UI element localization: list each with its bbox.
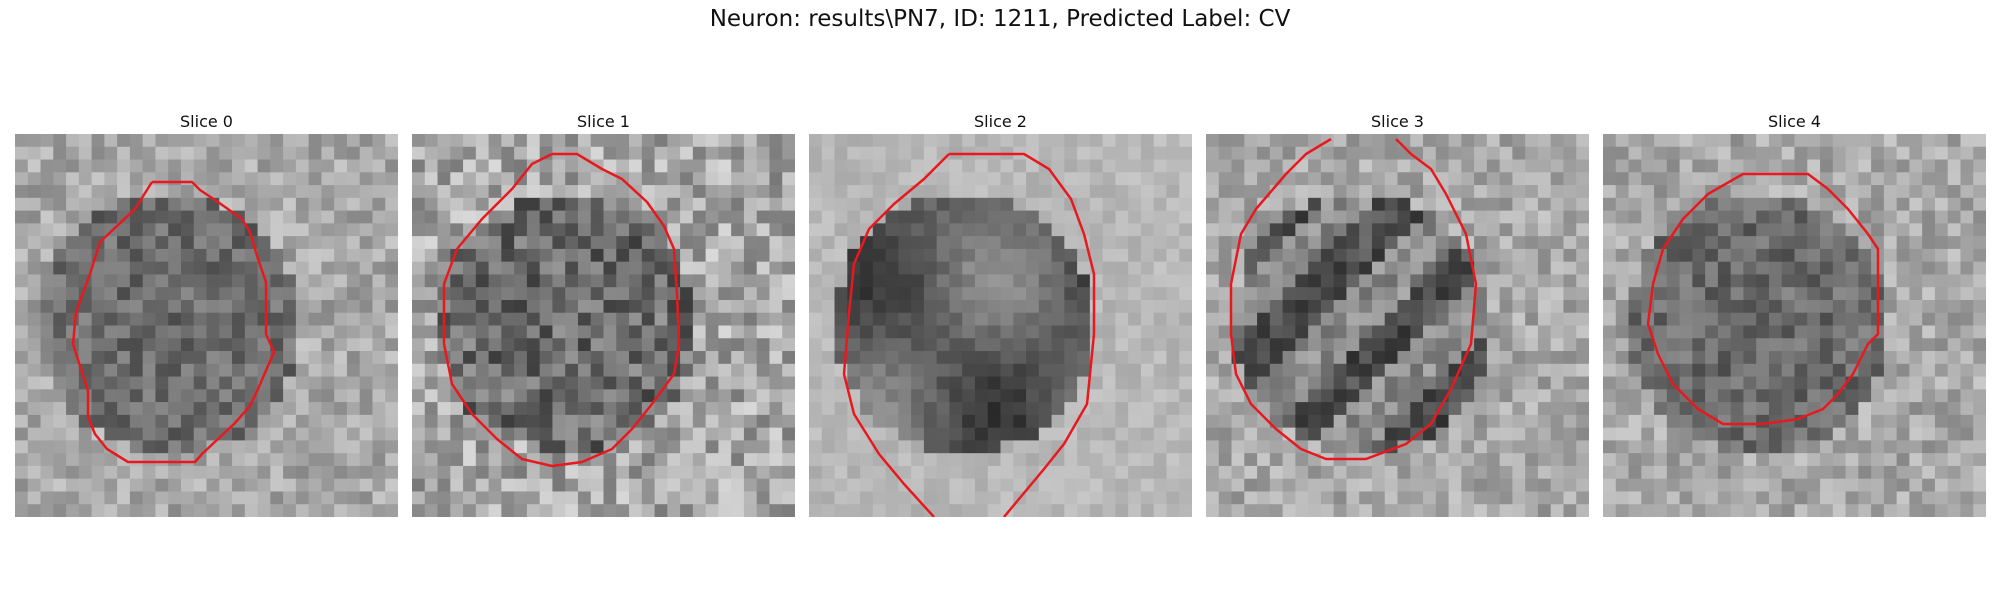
- slice-title: Slice 3: [1371, 112, 1424, 131]
- slice-image: [1603, 134, 1986, 517]
- slice-image: [1206, 134, 1589, 517]
- slice-panel-4: Slice 4: [1603, 110, 1986, 517]
- slice-title: Slice 2: [974, 112, 1027, 131]
- cell-contour: [1646, 172, 1880, 426]
- cell-contour: [442, 152, 681, 468]
- figure-title: Neuron: results\PN7, ID: 1211, Predicted…: [709, 6, 1291, 32]
- slice-image: [412, 134, 795, 517]
- slice-title: Slice 0: [180, 112, 233, 131]
- cell-contour: [842, 152, 1096, 517]
- slice-panel-1: Slice 1: [412, 110, 795, 517]
- slice-title: Slice 1: [577, 112, 630, 131]
- cell-contour: [1229, 137, 1478, 461]
- slice-title: Slice 4: [1768, 112, 1821, 131]
- cell-contour: [71, 180, 276, 464]
- slice-image: [15, 134, 398, 517]
- slice-image: [809, 134, 1192, 517]
- slice-panel-0: Slice 0: [15, 110, 398, 517]
- slice-panel-3: Slice 3: [1206, 110, 1589, 517]
- slice-panel-2: Slice 2: [809, 110, 1192, 517]
